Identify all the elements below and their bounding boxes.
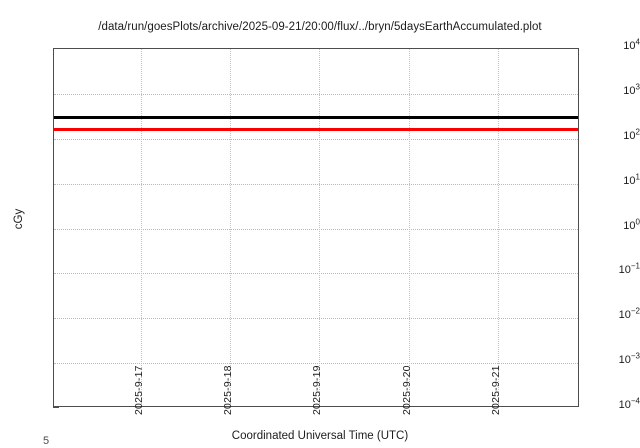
horizontal-gridline: [54, 363, 578, 365]
vertical-gridline: [141, 49, 142, 406]
series-line-black-threshold-line: [54, 115, 578, 119]
y-axis-title: cGy: [13, 208, 25, 230]
horizontal-gridline: [54, 273, 578, 275]
vertical-gridline: [319, 49, 320, 406]
y-tick-label: 10−3: [618, 351, 640, 367]
y-tick-label: 10−2: [618, 306, 640, 322]
x-tick-label: 2025-9-18: [222, 365, 234, 415]
vertical-gridline: [409, 49, 410, 406]
clipped-bottom-glyph: 5: [43, 436, 50, 444]
page-title: /data/run/goesPlots/archive/2025-09-21/2…: [98, 21, 542, 33]
plot-area: [53, 48, 579, 407]
y-tick-label: 100: [623, 216, 640, 232]
horizontal-gridline: [54, 318, 578, 320]
y-tick-label: 10−4: [618, 396, 640, 411]
x-tick-label: 2025-9-19: [311, 365, 323, 415]
x-tick-label: 2025-9-21: [490, 365, 502, 415]
vertical-gridline: [230, 49, 231, 406]
y-tick-label: 102: [623, 127, 640, 142]
y-tick-mark: [53, 407, 59, 408]
x-tick-label: 2025-9-17: [133, 365, 145, 415]
horizontal-gridline: [54, 228, 578, 230]
y-tick-label: 103: [623, 82, 640, 97]
y-tick-label: 10−1: [618, 261, 640, 277]
horizontal-gridline: [54, 138, 578, 140]
x-axis-title: Coordinated Universal Time (UTC): [231, 430, 409, 442]
x-tick-label: 2025-9-20: [401, 365, 413, 415]
series-line-red-threshold-line: [54, 128, 578, 132]
horizontal-gridline: [54, 183, 578, 185]
vertical-gridline: [498, 49, 499, 406]
y-tick-label: 101: [623, 171, 640, 187]
y-tick-label: 104: [623, 37, 640, 52]
horizontal-gridline: [54, 93, 578, 95]
